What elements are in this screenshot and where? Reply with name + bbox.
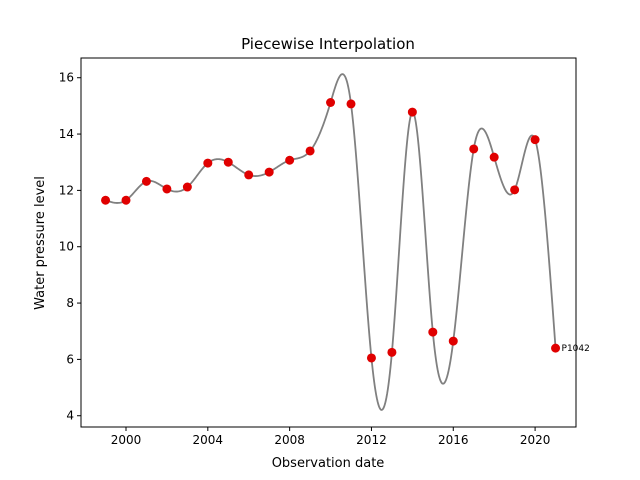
data-point <box>141 176 151 186</box>
data-point <box>305 146 315 156</box>
data-point <box>121 195 131 205</box>
chart-title: Piecewise Interpolation <box>241 35 415 53</box>
data-point <box>182 182 192 192</box>
x-tick-label: 2016 <box>438 433 469 447</box>
x-tick-label: 2000 <box>111 433 142 447</box>
x-axis-ticks: 2000 2004 2008 2012 2016 2020 <box>111 427 551 447</box>
data-point <box>428 327 438 337</box>
data-point <box>530 135 540 145</box>
point-annotation: P1042 <box>562 344 590 354</box>
y-tick-label: 14 <box>59 127 74 141</box>
data-point <box>244 170 254 180</box>
data-point <box>285 155 295 165</box>
data-point <box>387 347 397 357</box>
y-axis-ticks: 4 6 8 10 12 14 16 <box>59 71 81 423</box>
data-point <box>203 158 213 168</box>
data-point <box>223 157 233 167</box>
data-point <box>264 167 274 177</box>
data-point <box>366 353 376 363</box>
data-point <box>162 184 172 194</box>
data-point <box>326 98 336 108</box>
data-point <box>407 107 417 117</box>
data-point <box>510 185 520 195</box>
data-point <box>469 144 479 154</box>
x-tick-label: 2004 <box>193 433 224 447</box>
x-tick-label: 2012 <box>356 433 387 447</box>
annotations: P1042 <box>562 344 590 354</box>
x-tick-label: 2020 <box>520 433 551 447</box>
y-tick-label: 10 <box>59 240 74 254</box>
data-point <box>489 152 499 162</box>
y-tick-label: 12 <box>59 183 74 197</box>
x-axis-label: Observation date <box>272 456 385 471</box>
y-tick-label: 6 <box>66 352 74 366</box>
y-tick-label: 8 <box>66 296 74 310</box>
y-tick-label: 4 <box>66 409 74 423</box>
data-point <box>101 195 111 205</box>
data-points-layer <box>101 98 561 363</box>
y-axis-label: Water pressure level <box>33 176 48 310</box>
data-point <box>448 336 458 346</box>
data-point <box>346 99 356 109</box>
y-tick-label: 16 <box>59 71 74 85</box>
x-tick-label: 2008 <box>274 433 305 447</box>
data-point <box>551 343 561 353</box>
plot-area-frame <box>80 57 577 428</box>
